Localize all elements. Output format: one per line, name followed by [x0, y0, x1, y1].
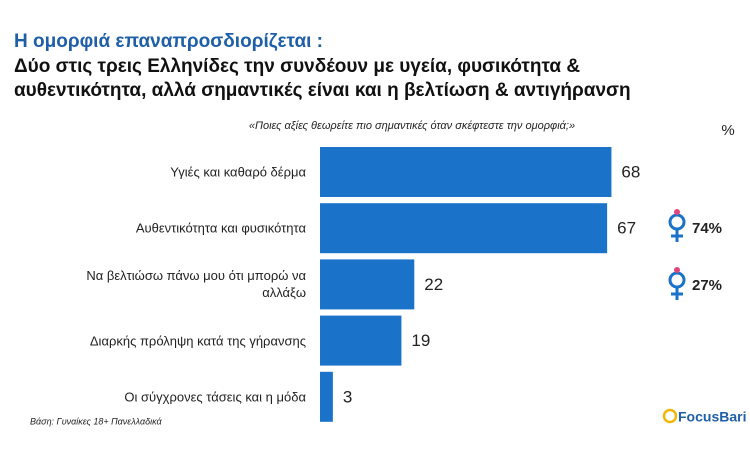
side-value: 74%: [692, 220, 722, 237]
category-label: Υγιές και καθαρό δέρμα: [170, 164, 306, 180]
value-label: 19: [411, 331, 430, 350]
note: Βάση: Γυναίκες 18+ Πανελλαδικά: [30, 416, 162, 426]
bar: [320, 371, 333, 422]
category-label: Οι σύγχρονες τάσεις και η μόδα: [124, 389, 306, 405]
unit: %: [721, 122, 734, 139]
bar: [320, 259, 415, 310]
bar: [320, 315, 402, 366]
value-label: 3: [343, 387, 352, 406]
logo: FocusBari: [678, 409, 746, 425]
category-label: Διαρκής πρόληψη κατά της γήρανσης: [89, 333, 306, 349]
header: Η ομορφιά επαναπροσδιορίζεται :: [14, 31, 323, 52]
bar: [320, 147, 612, 197]
logo-icon: [662, 408, 678, 424]
category-label: Να βελτιώσω πάνω μου ότι μπορώ να αλλάξω: [86, 268, 306, 301]
value-label: 67: [617, 219, 636, 238]
title: Δύο στις τρεις Ελληνίδες την συνδέουν με…: [14, 56, 580, 77]
title: αυθεντικότητα, αλλά σημαντικές είναι και…: [14, 80, 631, 101]
bar: [320, 203, 608, 254]
question: «Ποιες αξίες θεωρείτε πιο σημαντικές ότα…: [249, 120, 575, 132]
value-label: 22: [424, 275, 443, 294]
category-label: Αυθεντικότητα και φυσικότητα: [135, 220, 306, 236]
female-icon: [668, 209, 686, 300]
side-value: 27%: [692, 277, 722, 294]
value-label: 68: [621, 162, 640, 181]
